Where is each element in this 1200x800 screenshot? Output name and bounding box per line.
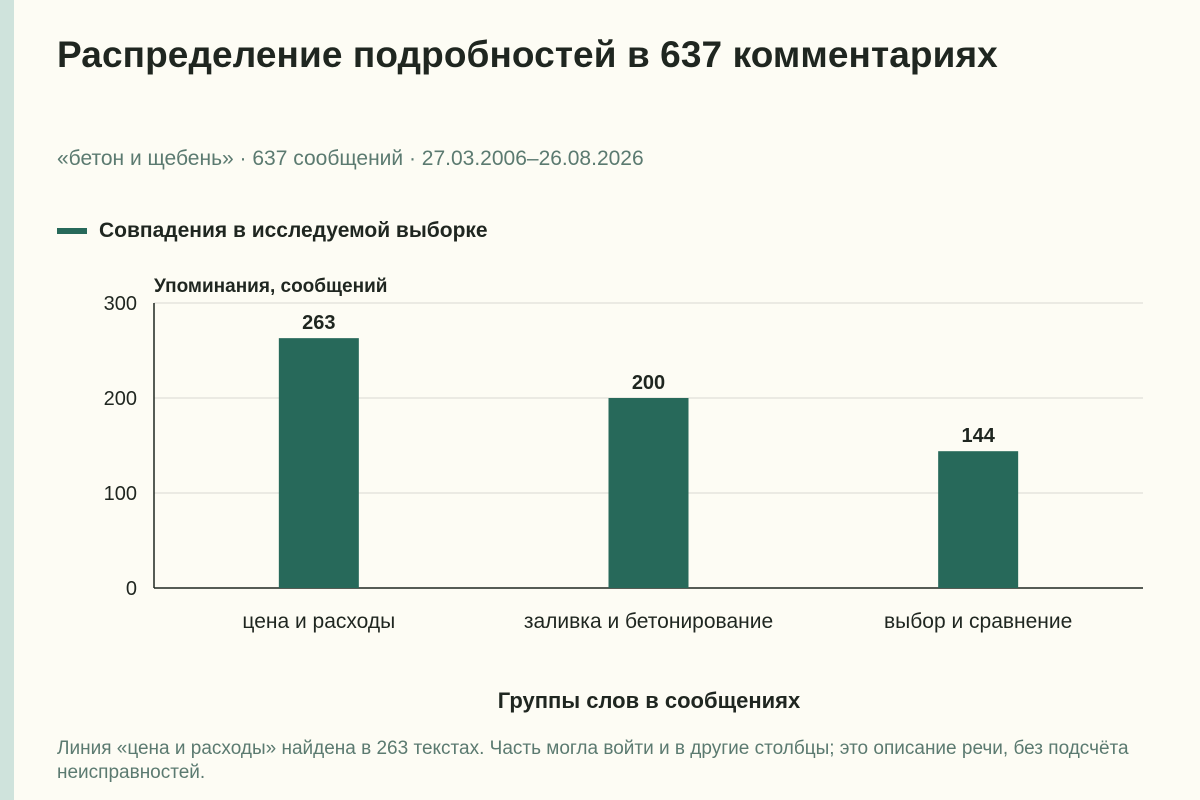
y-tick-label-200: 200 [104,388,137,410]
legend-label: Совпадения в исследуемой выборке [99,219,488,242]
data-label-2: 200 [632,372,665,394]
x-axis-label: Группы слов в сообщениях [498,688,801,713]
legend: Совпадения в исследуемой выборке [57,219,488,243]
left-accent-strip [0,0,14,800]
y-tick-label-0: 0 [126,578,137,600]
bar-1 [278,338,359,588]
y-tick-label-300: 300 [104,293,137,315]
data-label-1: 263 [302,312,335,334]
y-tick-label-100: 100 [104,483,137,505]
bar-2 [608,398,689,588]
bar-3 [938,451,1019,588]
y-axis-label: Упоминания, сообщений [154,276,387,297]
chart-subtitle: «бетон и щебень» · 637 сообщений · 27.03… [57,147,644,170]
chart-caption: Линия «цена и расходы» найдена в 263 тек… [57,738,1129,783]
data-label-3: 144 [961,425,995,447]
x-tick-label-1: цена и расходы [242,610,395,633]
chart-title: Распределение подробностей в 637 коммент… [57,34,998,75]
x-tick-label-3: выбор и сравнение [884,610,1072,633]
x-tick-label-2: заливка и бетонирование [524,610,773,633]
legend-swatch [57,228,87,234]
